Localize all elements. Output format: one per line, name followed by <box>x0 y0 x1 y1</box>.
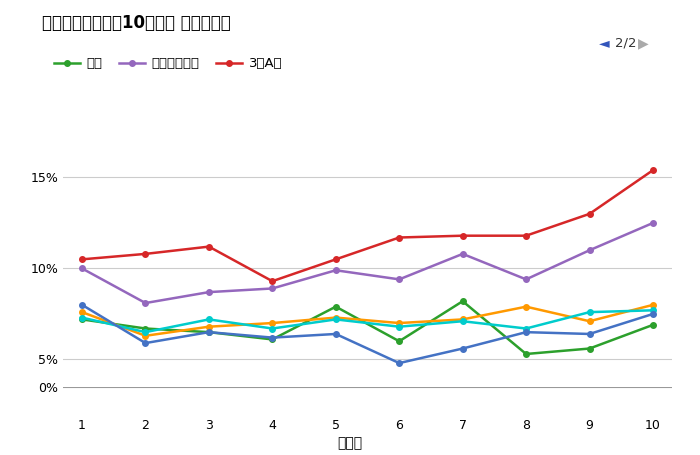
Text: 2/2: 2/2 <box>615 37 636 50</box>
Text: ◄: ◄ <box>598 36 609 50</box>
Text: ▶: ▶ <box>638 36 649 50</box>
Text: 【日曜ドラマ】日10ドラマ 視聴率推移: 【日曜ドラマ】日10ドラマ 視聴率推移 <box>42 14 231 32</box>
Text: 放送回: 放送回 <box>337 436 363 450</box>
Legend: ゼロ, 今日から俺は, 3年A組: ゼロ, 今日から俺は, 3年A組 <box>48 52 288 76</box>
